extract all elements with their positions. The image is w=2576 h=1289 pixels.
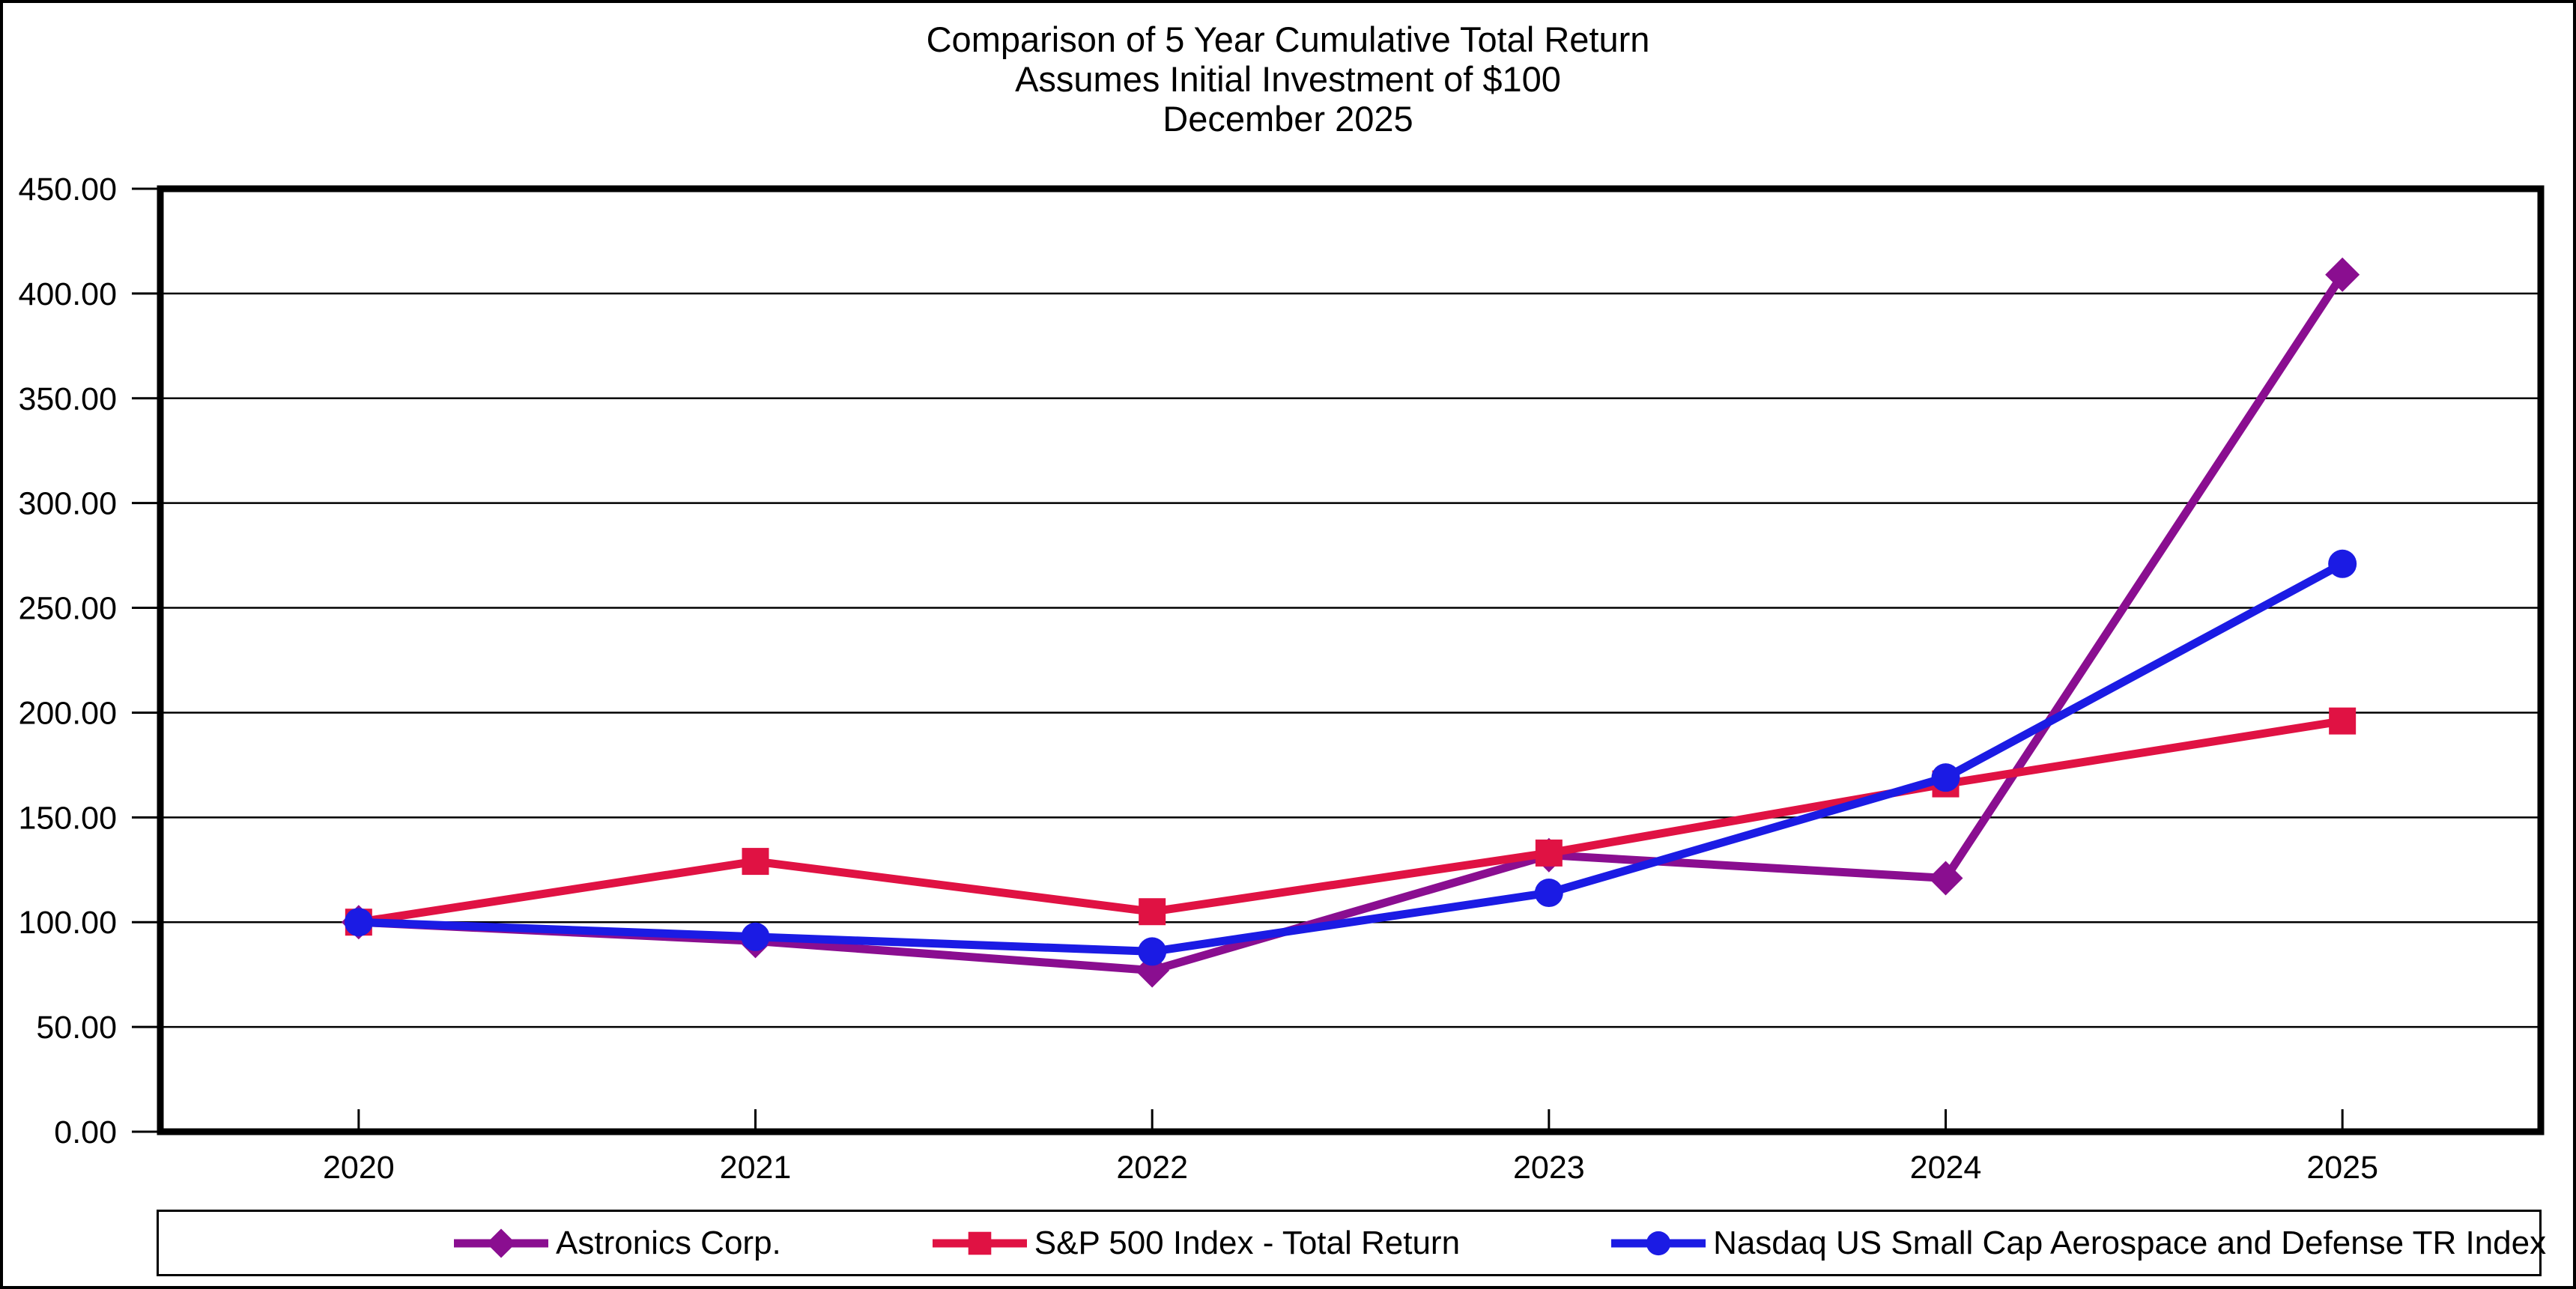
x-tick-label: 2022 — [1116, 1150, 1188, 1186]
x-tick-label: 2024 — [1910, 1150, 1982, 1186]
data-point-marker — [1138, 937, 1167, 966]
legend-item-sp500: S&P 500 Index - Total Return — [931, 1225, 1460, 1262]
y-tick-label: 250.00 — [18, 591, 117, 627]
chart-title-line3: December 2025 — [1163, 99, 1413, 139]
data-point-marker — [968, 1231, 992, 1255]
chart-title-line1: Comparison of 5 Year Cumulative Total Re… — [926, 19, 1650, 59]
square-marker-icon — [932, 1231, 1027, 1255]
data-point-marker — [1534, 879, 1563, 908]
data-point-marker — [2329, 707, 2357, 735]
data-point-marker — [1928, 861, 1963, 896]
legend-item-astronics: Astronics Corp. — [452, 1225, 781, 1262]
y-tick-label: 0.00 — [54, 1114, 117, 1150]
data-point-marker — [1931, 763, 1960, 792]
y-tick-label: 350.00 — [18, 381, 117, 417]
y-tick-label: 200.00 — [18, 695, 117, 731]
x-tick-label: 2021 — [720, 1150, 792, 1186]
data-point-marker — [344, 908, 373, 937]
data-point-marker — [2328, 549, 2357, 578]
legend-item-nasdaq: Nasdaq US Small Cap Aerospace and Defens… — [1610, 1225, 2546, 1262]
data-point-marker — [1139, 898, 1166, 926]
x-tick-label: 2023 — [1513, 1150, 1585, 1186]
y-tick-label: 100.00 — [18, 905, 117, 941]
y-tick-label: 300.00 — [18, 486, 117, 522]
plot-area: 0.00 50.00 100.00 150.00 200.00 250.00 300.00 3… — [18, 172, 2545, 1186]
data-point-marker — [741, 922, 770, 951]
legend-label: Astronics Corp. — [556, 1224, 781, 1261]
data-point-marker — [1646, 1231, 1671, 1255]
data-point-marker — [742, 848, 769, 876]
chart-title-line2: Assumes Initial Investment of $100 — [1015, 59, 1561, 99]
y-tick-label: 450.00 — [18, 172, 117, 207]
legend-label: S&P 500 Index - Total Return — [1034, 1224, 1461, 1261]
data-point-marker — [1535, 839, 1563, 867]
series-line-2 — [358, 559, 2345, 956]
series-line-1 — [358, 717, 2344, 926]
x-tick-label: 2025 — [2306, 1150, 2378, 1186]
diamond-marker-icon — [454, 1228, 548, 1258]
plot-border — [157, 185, 2545, 1135]
legend-label: Nasdaq US Small Cap Aerospace and Defens… — [1713, 1224, 2547, 1261]
data-point-marker — [486, 1228, 516, 1258]
y-tick-label: 50.00 — [36, 1010, 117, 1046]
x-tick-label: 2020 — [323, 1150, 395, 1186]
circle-marker-icon — [1611, 1231, 1706, 1255]
data-point-marker — [2325, 257, 2360, 292]
series-line-0 — [358, 272, 2346, 975]
y-tick-label: 150.00 — [18, 800, 117, 836]
legend: Astronics Corp. S&P 500 Index - Total Re… — [157, 1210, 2546, 1276]
y-tick-label: 400.00 — [18, 276, 117, 312]
chart-title: Comparison of 5 Year Cumulative Total Re… — [3, 19, 2573, 139]
